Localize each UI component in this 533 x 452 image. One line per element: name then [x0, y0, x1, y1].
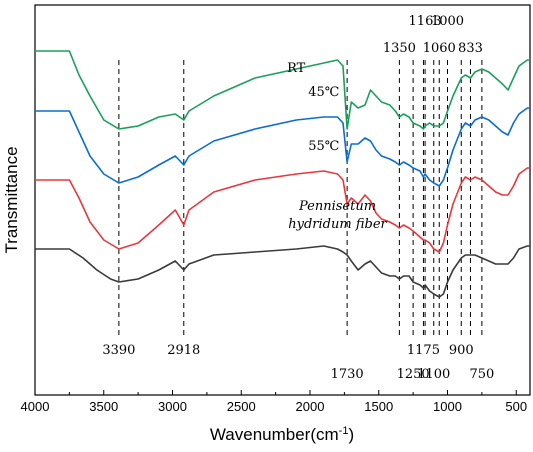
peak-label-833: 833	[458, 41, 483, 56]
series-label-2: RT	[287, 61, 306, 76]
x-tick-label: 4000	[21, 399, 50, 414]
plot-frame	[34, 4, 531, 396]
x-tick-label: 1000	[433, 399, 462, 414]
x-tick-label: 2500	[227, 399, 256, 414]
series-label-3: hydridum fiber	[288, 217, 387, 232]
peak-label-3390: 3390	[102, 343, 135, 358]
x-tick-label: 3000	[158, 399, 187, 414]
x-tick-label: 3500	[89, 399, 118, 414]
series-line-3	[35, 245, 530, 298]
x-tick-label: 2000	[296, 399, 325, 414]
peak-label-1100: 1100	[417, 367, 450, 382]
x-tick-label: 500	[505, 399, 527, 414]
series-label-0: 55℃	[308, 139, 339, 154]
peak-label-1175: 1175	[407, 343, 440, 358]
peak-markers: 3390 2918 1730 1350 1250 1175 1163 1100 1060 1000…	[102, 14, 494, 382]
spectra-series	[35, 50, 530, 298]
peak-label-1000: 1000	[431, 14, 464, 29]
series-line-1	[35, 107, 530, 187]
series-label-3: Pennisetum	[298, 199, 376, 214]
peak-label-750: 750	[469, 367, 494, 382]
peak-label-1730: 1730	[331, 367, 364, 382]
peak-label-2918: 2918	[167, 343, 200, 358]
curve-labels: 55℃ 45℃RT Pennisetum hydridum fiber	[287, 61, 387, 232]
peak-label-1060: 1060	[423, 41, 456, 56]
peak-label-1163: 1163	[409, 14, 442, 29]
x-tick-label: 1500	[364, 399, 393, 414]
series-line-2	[35, 167, 530, 253]
peak-label-900: 900	[449, 343, 474, 358]
series-line-0	[35, 50, 530, 130]
peak-label-1350: 1350	[383, 41, 416, 56]
x-axis-ticks: 4000 3500 3000 2500 2000 1500 1000 500	[21, 390, 527, 414]
y-axis-title: Transmittance	[2, 146, 21, 253]
peak-label-1250: 1250	[397, 367, 430, 382]
x-axis-title: Wavenumber(cm-1)	[210, 425, 354, 444]
series-label-1: 45℃	[308, 85, 339, 100]
